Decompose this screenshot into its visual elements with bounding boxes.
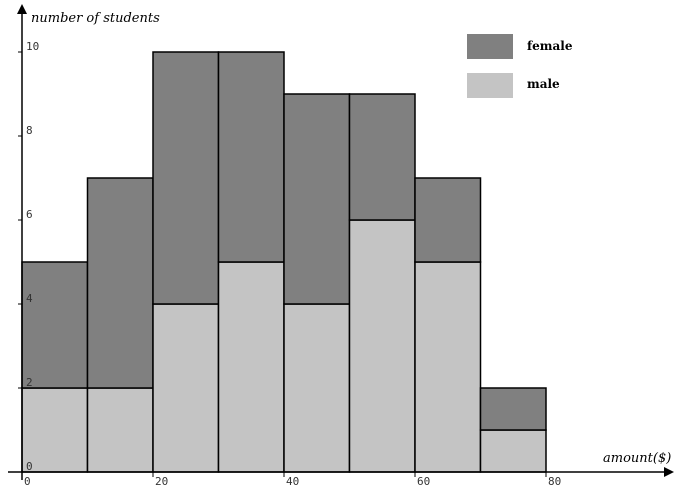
legend: female male xyxy=(467,34,573,98)
y-tick-label: 6 xyxy=(26,208,33,221)
x-tick-label: 80 xyxy=(548,475,561,487)
bar-male-10-20 xyxy=(86,387,154,473)
bar-female-40-50 xyxy=(283,93,351,305)
bar-female-10-20 xyxy=(86,177,154,389)
bar-female-60-70 xyxy=(414,177,482,263)
legend-swatch-male xyxy=(467,73,513,98)
y-axis-arrow xyxy=(17,4,27,14)
bar-female-30-40 xyxy=(217,51,285,263)
bar-male-40-50 xyxy=(283,303,351,473)
x-tick-label: 40 xyxy=(286,475,299,487)
y-tick-label: 4 xyxy=(26,292,33,305)
bar-female-50-60 xyxy=(348,93,416,221)
bar-male-0-10 xyxy=(21,387,89,473)
x-ticks-group: 0 20 40 60 80 xyxy=(21,472,561,487)
x-tick-label: 0 xyxy=(24,475,31,487)
legend-swatch-female xyxy=(467,34,513,59)
bar-female-70-80 xyxy=(479,387,547,431)
y-tick-label: 2 xyxy=(26,376,33,389)
y-tick-label: 0 xyxy=(26,460,33,473)
y-tick-label: 8 xyxy=(26,124,33,137)
bar-male-70-80 xyxy=(479,429,547,473)
bar-male-60-70 xyxy=(414,261,482,473)
x-tick-label: 20 xyxy=(155,475,168,487)
x-axis-label: amount($) xyxy=(603,451,671,466)
y-ticks-group: 0 2 4 6 8 10 xyxy=(18,40,39,473)
x-tick-label: 60 xyxy=(417,475,430,487)
bar-male-50-60 xyxy=(348,219,416,473)
bar-female-20-30 xyxy=(152,51,220,305)
bar-female-0-10 xyxy=(21,261,89,389)
legend-label-female: female xyxy=(527,39,573,53)
legend-label-male: male xyxy=(527,77,560,91)
bar-male-30-40 xyxy=(217,261,285,473)
bar-male-20-30 xyxy=(152,303,220,473)
x-axis-arrow xyxy=(664,467,674,477)
y-axis-label: number of students xyxy=(31,11,160,26)
bars-group xyxy=(21,51,547,473)
y-tick-label: 10 xyxy=(26,40,39,53)
